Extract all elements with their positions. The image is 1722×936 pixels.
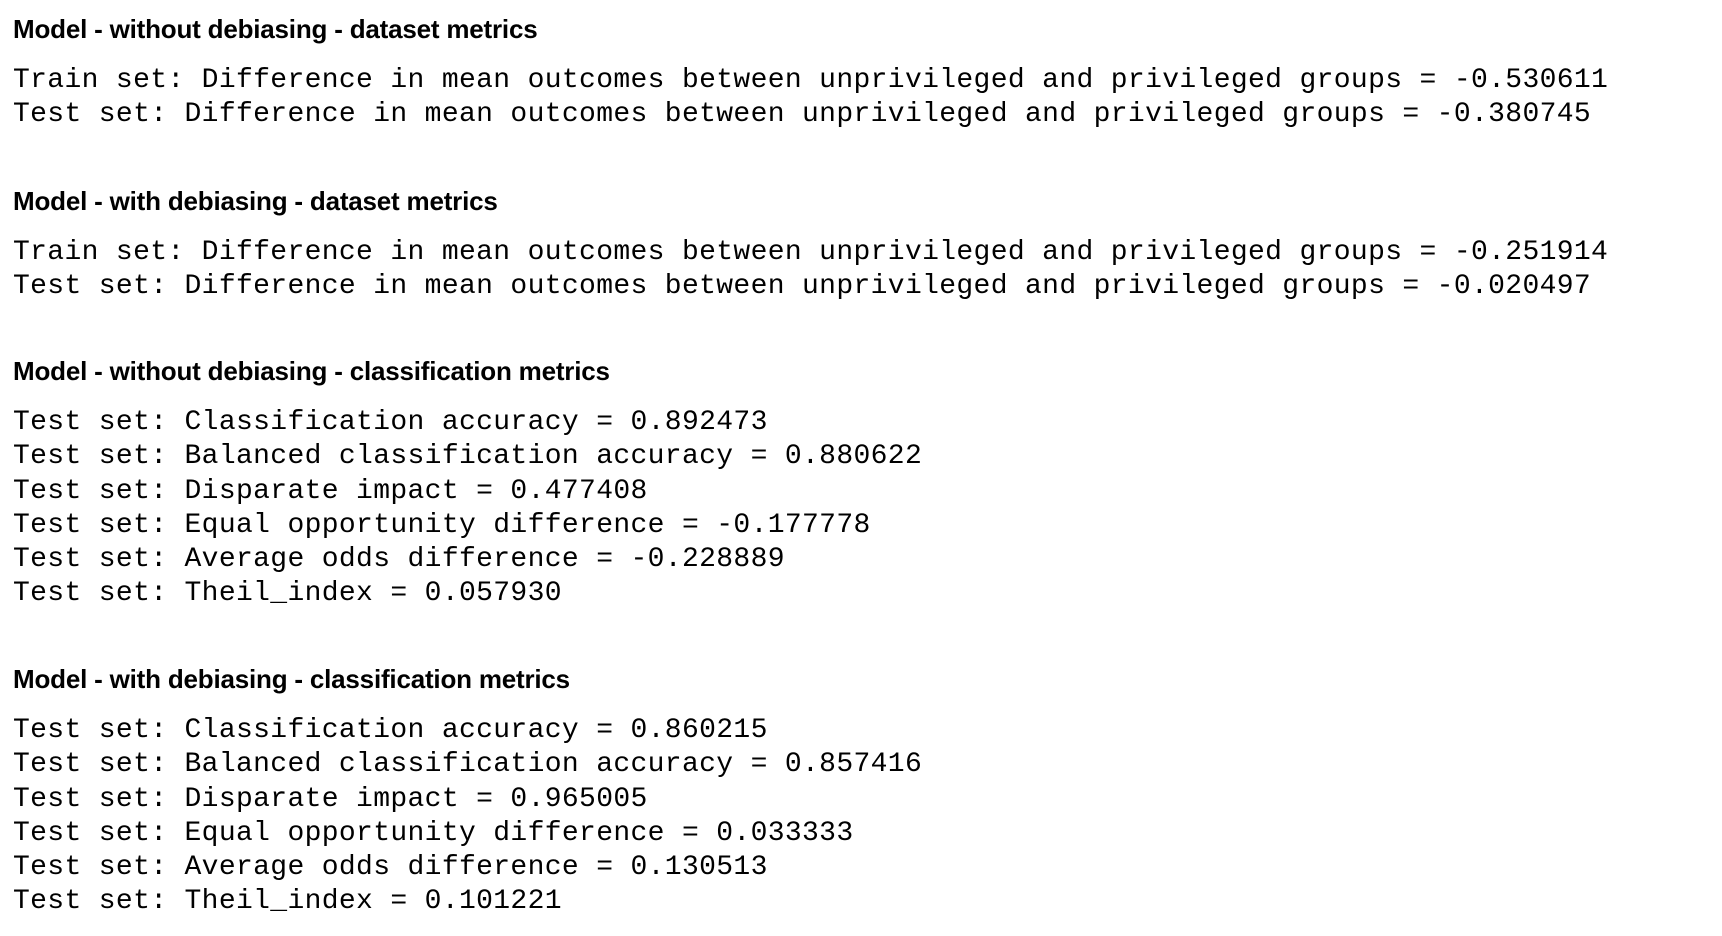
metric-line: Test set: Disparate impact = 0.965005 — [13, 783, 648, 815]
metric-line: Test set: Classification accuracy = 0.86… — [13, 715, 768, 746]
metric-lines: Test set: Classification accuracy = 0.89… — [13, 406, 922, 612]
metric-lines: Train set: Difference in mean outcomes b… — [13, 64, 1608, 133]
section-heading: Model - without debiasing - dataset metr… — [13, 14, 538, 44]
metric-line: Test set: Balanced classification accura… — [13, 441, 923, 473]
metric-line: Test set: Difference in mean outcomes be… — [13, 99, 1592, 131]
section-dataset-metrics-without-debiasing: Model - without debiasing - dataset metr… — [13, 14, 1608, 133]
metric-line: Test set: Equal opportunity difference =… — [13, 509, 871, 541]
section-heading: Model - with debiasing - classification … — [13, 664, 570, 694]
metric-line: Test set: Difference in mean outcomes be… — [13, 271, 1592, 303]
section-classification-metrics-with-debiasing: Model - with debiasing - classification … — [13, 664, 922, 920]
metric-line: Test set: Average odds difference = 0.13… — [13, 852, 768, 884]
section-heading: Model - without debiasing - classificati… — [13, 356, 610, 386]
metric-line: Test set: Disparate impact = 0.477408 — [13, 475, 648, 507]
metric-line: Train set: Difference in mean outcomes b… — [13, 237, 1609, 268]
metric-lines: Train set: Difference in mean outcomes b… — [13, 236, 1608, 305]
metric-line: Test set: Classification accuracy = 0.89… — [13, 407, 768, 438]
section-dataset-metrics-with-debiasing: Model - with debiasing - dataset metrics… — [13, 186, 1608, 305]
metric-line: Test set: Theil_index = 0.057930 — [13, 578, 562, 610]
section-classification-metrics-without-debiasing: Model - without debiasing - classificati… — [13, 356, 922, 612]
metric-line: Train set: Difference in mean outcomes b… — [13, 65, 1609, 96]
metric-line: Test set: Theil_index = 0.101221 — [13, 886, 562, 918]
metric-line: Test set: Balanced classification accura… — [13, 749, 923, 781]
metric-lines: Test set: Classification accuracy = 0.86… — [13, 714, 922, 920]
metric-line: Test set: Equal opportunity difference =… — [13, 817, 854, 849]
metric-line: Test set: Average odds difference = -0.2… — [13, 544, 785, 576]
section-heading: Model - with debiasing - dataset metrics — [13, 186, 498, 216]
